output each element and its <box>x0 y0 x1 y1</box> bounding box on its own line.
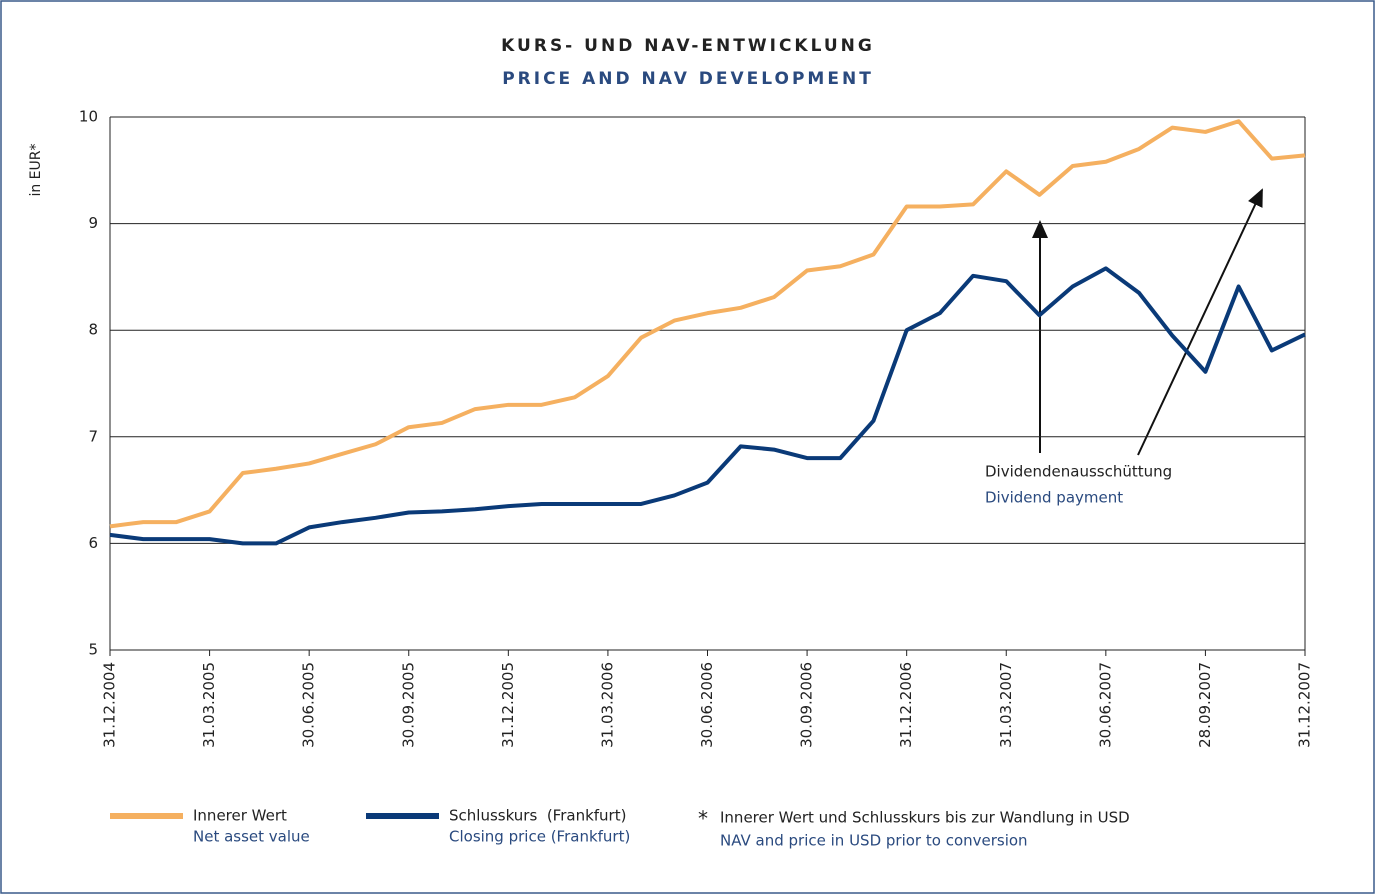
x-tick-label: 31.12.2006 <box>897 662 915 748</box>
y-tick-label: 10 <box>79 108 98 126</box>
chart-subtitle: PRICE AND NAV DEVELOPMENT <box>502 69 874 89</box>
x-tick-label: 31.12.2007 <box>1296 662 1314 748</box>
series-line <box>109 119 1306 529</box>
x-tick-label: 31.03.2007 <box>997 662 1015 748</box>
footnote: NAV and price in USD prior to conversion <box>720 832 1028 850</box>
x-tick-label: 30.06.2007 <box>1096 662 1114 748</box>
annotation-arrows <box>1032 188 1263 456</box>
chart-title: KURS- UND NAV-ENTWICKLUNG <box>501 36 875 56</box>
legend-label: Net asset value <box>193 828 310 846</box>
footnote: Innerer Wert und Schlusskurs bis zur Wan… <box>720 809 1130 827</box>
x-tick-label: 31.12.2005 <box>499 662 517 748</box>
legend-label: Innerer Wert <box>193 807 287 825</box>
x-tick-label: 31.12.2004 <box>101 662 119 748</box>
y-tick-label: 8 <box>88 321 98 339</box>
legend-label: Schlusskurs (Frankfurt) <box>449 807 626 825</box>
series-line <box>109 266 1306 546</box>
y-tick-label: 9 <box>88 214 98 232</box>
x-tick-label: 31.03.2006 <box>598 662 616 748</box>
x-tick-label: 30.06.2005 <box>300 662 318 748</box>
annotation: Dividend payment <box>985 489 1123 507</box>
y-axis-label: in EUR* <box>28 143 44 196</box>
y-tick-label: 6 <box>88 534 98 552</box>
y-tick-label: 5 <box>88 641 98 659</box>
legend-label: Closing price (Frankfurt) <box>449 828 630 846</box>
x-tick-label: 31.03.2005 <box>200 662 218 748</box>
x-tick-label: 28.09.2007 <box>1196 662 1214 748</box>
annotation: Dividendenausschüttung <box>985 463 1172 481</box>
x-tick-label: 30.09.2005 <box>399 662 417 748</box>
footnote-mark: * <box>698 807 708 831</box>
y-tick-label: 7 <box>88 427 98 445</box>
x-tick-label: 30.09.2006 <box>798 662 816 748</box>
x-tick-label: 30.06.2006 <box>698 662 716 748</box>
